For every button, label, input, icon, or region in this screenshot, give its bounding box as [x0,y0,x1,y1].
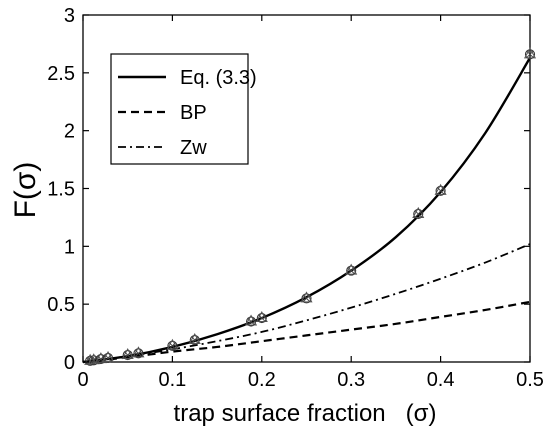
data-marker-circle [413,208,424,219]
data-marker-x [134,349,143,358]
y-tick-label: 3 [64,5,75,27]
data-marker-triangle [132,346,145,358]
series-line-1 [82,300,531,364]
y-tick-label: 2 [64,121,75,143]
series-line-2 [82,243,531,363]
data-marker-triangle [166,338,179,350]
data-marker-triangle [300,291,313,303]
data-marker-circle [301,293,312,304]
data-marker-x [190,336,199,344]
data-marker-x [347,266,356,275]
data-marker-triangle [255,311,268,323]
data-marker-circle [133,348,144,359]
legend-label-bp: BP [180,102,207,124]
data-marker-triangle [121,348,134,360]
data-marker-triangle [101,350,115,362]
data-marker-circle [122,350,133,361]
legend-label-eq33: Eq. (3.3) [180,67,257,89]
x-tick-label: 0.2 [248,369,276,391]
data-marker-triangle [345,263,358,275]
y-tick-label: 2.5 [47,63,75,85]
x-tick-label: 0.3 [337,369,365,391]
y-tick-label: 0 [64,352,75,374]
y-tick-label: 1.5 [47,179,75,201]
data-marker-x [168,341,177,350]
y-axis-title: F(σ) [9,162,42,219]
data-marker-x [104,354,112,362]
y-tick-label: 0.5 [47,294,75,316]
data-marker-circle [167,340,178,351]
data-marker-triangle [523,47,537,59]
x-tick-label: 0 [77,369,88,391]
x-tick-label: 0.5 [516,369,544,391]
data-marker-circle [256,312,267,324]
marker-layer [84,47,537,366]
data-marker-triangle [412,206,425,218]
legend-box [110,53,249,165]
data-marker-circle [88,355,99,366]
data-marker-x [123,351,132,359]
data-marker-x [247,317,255,326]
data-marker-triangle [245,314,258,326]
data-marker-circle [524,49,536,60]
data-marker-x [414,210,423,218]
legend-label-zw: Zw [180,137,207,159]
x-axis-title: trap surface fraction (σ) [174,400,437,427]
ticks-layer: 0 0.1 0.2 0.3 0.4 0.5 0 0.5 1 1.5 2 2.5 3 [47,5,544,391]
data-marker-circle [102,352,114,364]
x-tick-label: 0.1 [158,369,186,391]
data-marker-x [526,50,534,59]
data-marker-circle [246,316,257,327]
x-tick-label: 0.4 [427,369,455,391]
data-marker-x [257,314,266,322]
data-marker-triangle [434,183,447,195]
y-tick-label: 1 [64,236,75,258]
data-marker-circle [95,354,106,365]
legend: Eq. (3.3) BP Zw [110,53,257,165]
data-marker-x [436,186,445,195]
data-marker-circle [435,185,446,196]
data-marker-circle [189,334,200,346]
data-marker-x [302,294,311,303]
data-marker-triangle [188,332,201,345]
data-marker-circle [346,265,357,276]
